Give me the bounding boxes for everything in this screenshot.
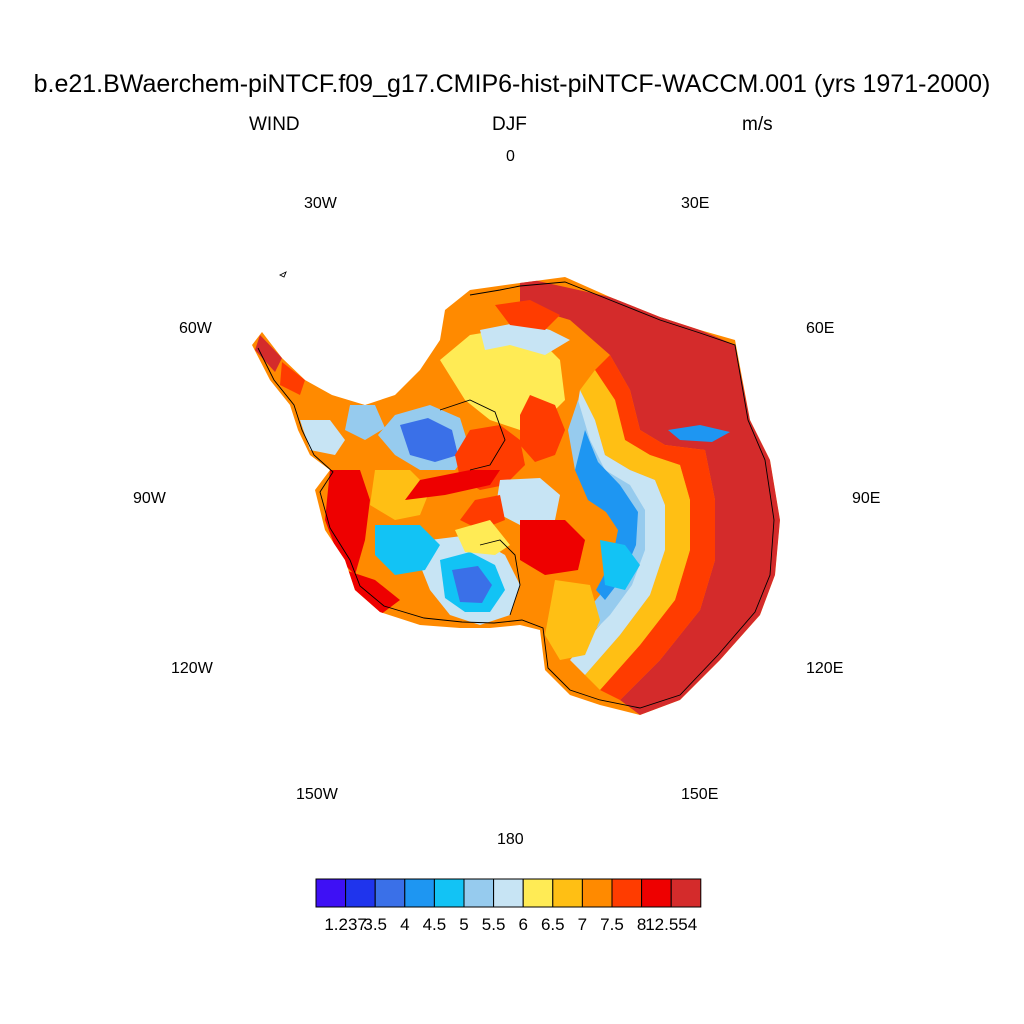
- variable-label: WIND: [249, 114, 300, 135]
- colorbar-box: [463, 878, 495, 908]
- colorbar-label: 5.5: [482, 915, 506, 934]
- lon-label-30e: 30E: [681, 195, 710, 212]
- colorbar-box: [611, 878, 643, 908]
- colorbar-box: [552, 878, 583, 908]
- lon-label-150e: 150E: [681, 786, 719, 803]
- colorbar-box: [315, 878, 347, 908]
- units-label: m/s: [742, 114, 773, 135]
- lon-label-30w: 30W: [304, 195, 337, 212]
- colorbar-label: 1.237: [324, 915, 367, 934]
- colorbar-box: [493, 878, 524, 908]
- lon-label-60w: 60W: [179, 320, 212, 337]
- map-title: b.e21.BWaerchem-piNTCF.f09_g17.CMIP6-his…: [33, 70, 991, 98]
- lon-label-90e: 90E: [852, 490, 881, 507]
- colorbar-label: 7.5: [600, 915, 624, 934]
- colorbar-box: [522, 878, 554, 908]
- colorbar-label: 4.5: [423, 915, 447, 934]
- lon-label-0: 0: [506, 148, 515, 165]
- colorbar-box: [670, 878, 702, 908]
- colorbar-label: 4: [400, 915, 409, 934]
- colorbar-label: 12.554: [645, 915, 697, 934]
- colorbar-label: 6.5: [541, 915, 565, 934]
- lon-label-60e: 60E: [806, 320, 835, 337]
- lon-label-120e: 120E: [806, 660, 844, 677]
- colorbar-box: [641, 878, 672, 908]
- colorbar-box: [581, 878, 613, 908]
- colorbar-label: 5: [459, 915, 468, 934]
- colorbar-box: [404, 878, 435, 908]
- lon-label-90w: 90W: [133, 490, 166, 507]
- coastline: [257, 271, 775, 709]
- lon-label-150w: 150W: [296, 786, 338, 803]
- colorbar-box: [345, 878, 376, 908]
- colorbar-label: 6: [518, 915, 527, 934]
- lon-label-120w: 120W: [171, 660, 213, 677]
- colorbar-box: [433, 878, 465, 908]
- season-label: DJF: [492, 114, 527, 135]
- colorbar-label: 8: [637, 915, 646, 934]
- lon-label-180: 180: [497, 831, 524, 848]
- colorbar-label: 3.5: [363, 915, 387, 934]
- colorbar-boxes: [315, 878, 702, 908]
- colorbar-box: [374, 878, 406, 908]
- colorbar-label: 7: [578, 915, 587, 934]
